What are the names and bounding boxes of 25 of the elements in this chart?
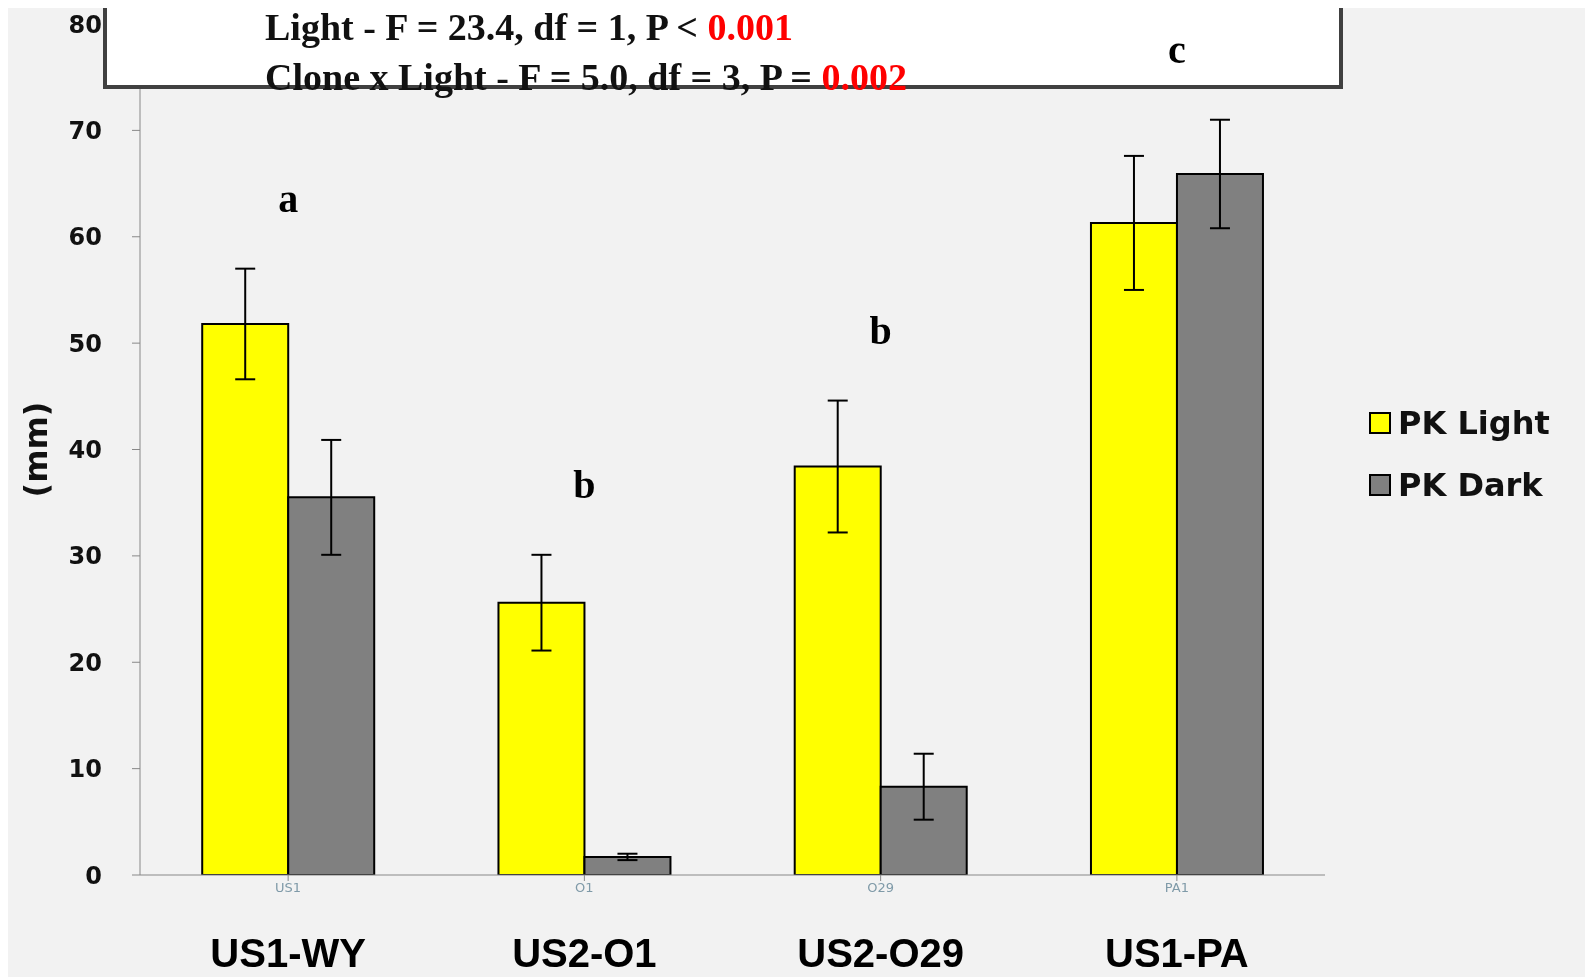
text: US1-WY bbox=[210, 931, 367, 975]
x-tick-label: O1 bbox=[575, 880, 594, 896]
y-axis-title: (mm) bbox=[17, 401, 56, 498]
y-tick-label: 0 bbox=[85, 861, 102, 890]
annotation: b bbox=[573, 462, 596, 508]
annotation: a bbox=[278, 176, 299, 222]
y-tick-label: 50 bbox=[68, 329, 102, 358]
text: US2-O1 bbox=[512, 931, 657, 975]
y-tick-label: 30 bbox=[68, 542, 102, 571]
y-tick-label: 70 bbox=[68, 116, 102, 145]
y-tick-label: 80 bbox=[68, 10, 102, 39]
annotation: c bbox=[1167, 27, 1186, 73]
y-tick-label: 60 bbox=[68, 223, 102, 252]
annotation: b bbox=[869, 308, 892, 354]
text: US2-O29 bbox=[797, 931, 964, 975]
annotation: Light - F = 23.4, df = 1, P < 0.001 bbox=[265, 6, 794, 48]
y-tick-label: 20 bbox=[68, 648, 102, 677]
y-tick-label: 10 bbox=[68, 755, 102, 784]
x-tick-label: O29 bbox=[867, 880, 895, 896]
x-tick-label: PA1 bbox=[1164, 880, 1189, 896]
text: US1-PA bbox=[1105, 931, 1249, 975]
x-tick-label: US1 bbox=[275, 880, 302, 896]
legend-label: PK Dark bbox=[1398, 466, 1544, 504]
legend-label: PK Light bbox=[1398, 404, 1550, 442]
y-tick-label: 40 bbox=[68, 436, 102, 465]
